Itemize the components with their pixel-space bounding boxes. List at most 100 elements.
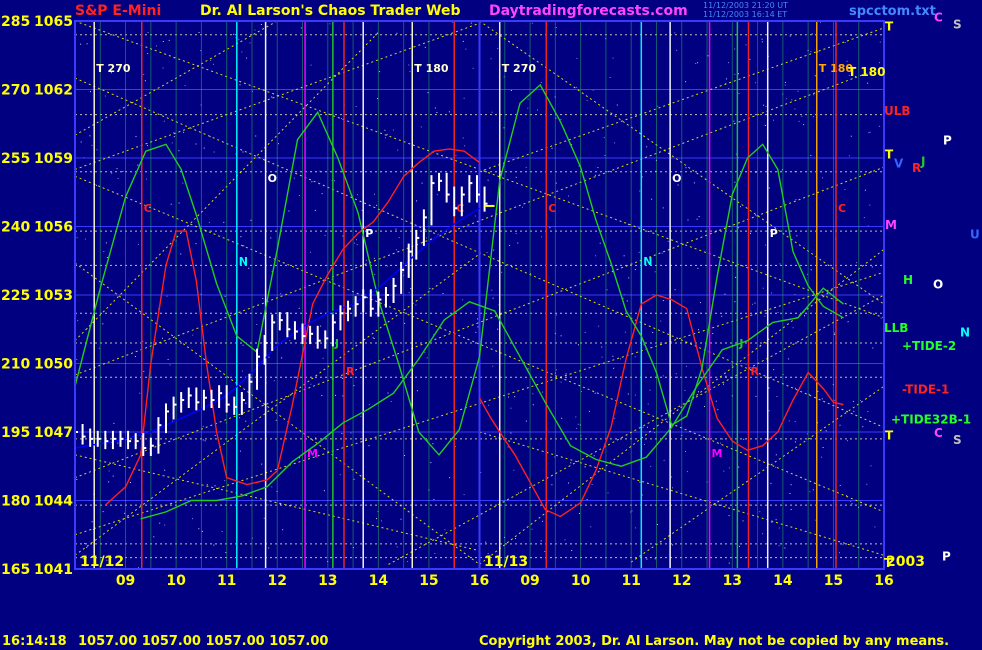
star-dot [432, 443, 434, 445]
star-dot [555, 117, 557, 119]
star-dot [759, 346, 761, 348]
star-dot [568, 482, 569, 484]
star-dot [614, 142, 616, 144]
star-dot [555, 182, 557, 184]
site-link[interactable]: Daytradingforecasts.com [489, 3, 688, 19]
star-dot [263, 517, 265, 519]
star-dot [202, 425, 204, 427]
star-dot [879, 62, 880, 64]
star-dot [173, 132, 175, 134]
star-dot [239, 417, 240, 419]
star-dot [310, 383, 312, 385]
star-dot [755, 82, 757, 84]
star-dot [213, 544, 215, 546]
star-dot [80, 141, 82, 143]
star-dot [662, 300, 664, 302]
star-dot [646, 146, 648, 148]
star-dot [400, 518, 402, 520]
star-dot [697, 62, 699, 64]
star-dot [76, 359, 78, 360]
star-dot [501, 271, 503, 273]
star-dot [598, 325, 600, 327]
star-dot [847, 440, 848, 442]
star-dot [551, 484, 553, 486]
star-dot [724, 114, 726, 116]
star-dot [195, 143, 197, 145]
star-dot [612, 57, 614, 59]
star-dot [775, 519, 777, 521]
star-dot [790, 484, 792, 486]
right-side-label: V [894, 157, 904, 171]
star-dot [594, 174, 596, 176]
y-axis-cycle-label: 225 [1, 288, 30, 304]
star-dot [525, 420, 527, 422]
star-dot [626, 300, 628, 302]
star-dot [198, 528, 200, 530]
star-dot [856, 262, 858, 264]
star-dot [866, 483, 868, 485]
x-axis-hour-label: 14 [773, 573, 793, 589]
star-dot [210, 136, 212, 138]
star-dot [649, 389, 651, 391]
right-side-label: C [934, 426, 943, 440]
star-dot [593, 455, 595, 457]
star-dot [200, 50, 202, 52]
star-dot [298, 195, 300, 196]
star-dot [390, 401, 392, 402]
star-dot [728, 62, 729, 64]
star-dot [575, 416, 577, 418]
star-dot [153, 536, 155, 538]
star-dot [817, 390, 819, 392]
star-dot [117, 442, 119, 444]
star-dot [565, 373, 567, 375]
star-dot [225, 422, 227, 424]
star-dot [555, 27, 557, 28]
star-dot [667, 240, 669, 242]
star-dot [704, 406, 705, 407]
star-dot [723, 383, 724, 385]
star-dot [173, 57, 175, 59]
star-dot [775, 466, 777, 468]
star-dot [874, 526, 876, 528]
star-dot [839, 424, 841, 426]
star-dot [442, 293, 444, 294]
star-dot [834, 399, 836, 401]
event-line-label: C [144, 202, 152, 215]
chart-title: S&P E-Mini [75, 3, 161, 19]
star-dot [601, 346, 603, 348]
star-dot [846, 495, 848, 496]
star-dot [595, 255, 597, 257]
star-dot [576, 427, 578, 429]
star-dot [321, 395, 323, 396]
star-dot [293, 376, 295, 378]
star-dot [341, 433, 343, 435]
star-dot [104, 95, 106, 97]
star-dot [164, 469, 166, 471]
star-dot [408, 292, 410, 294]
star-dot [403, 274, 404, 276]
star-dot [242, 151, 244, 153]
star-dot [807, 273, 809, 275]
star-dot [586, 499, 588, 500]
event-line-label: M [307, 447, 318, 460]
star-dot [734, 48, 736, 50]
star-dot [525, 65, 526, 67]
star-dot [554, 456, 556, 458]
star-dot [676, 49, 678, 51]
y-axis-cycle-label: 270 [1, 83, 30, 99]
star-dot [475, 331, 477, 333]
star-dot [368, 445, 370, 447]
star-dot [91, 521, 93, 523]
star-dot [687, 219, 689, 221]
star-dot [555, 314, 557, 316]
star-dot [560, 118, 562, 120]
star-dot [794, 108, 796, 110]
star-dot [776, 396, 778, 397]
star-dot [781, 169, 783, 171]
star-dot [381, 520, 382, 522]
timestamp-line-1: 11/12/2003 21:20 UT [703, 1, 788, 10]
author-title: Dr. Al Larson's Chaos Trader Web [200, 3, 461, 19]
star-dot [657, 105, 659, 107]
star-dot [424, 46, 426, 48]
